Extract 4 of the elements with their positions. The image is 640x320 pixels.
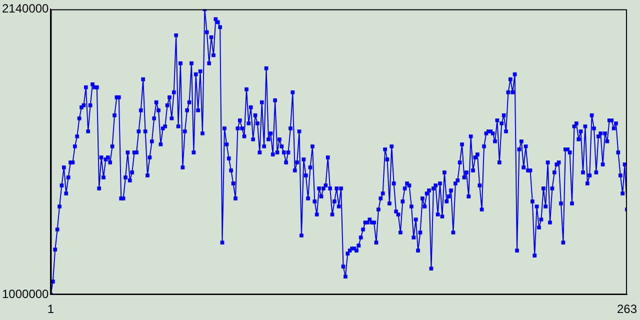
y-tick-label: 2140000: [2, 2, 50, 16]
x-tick-label: 263: [616, 302, 638, 316]
y-tick-label: 1000000: [2, 286, 50, 301]
x-tick-label: 1: [47, 302, 54, 316]
